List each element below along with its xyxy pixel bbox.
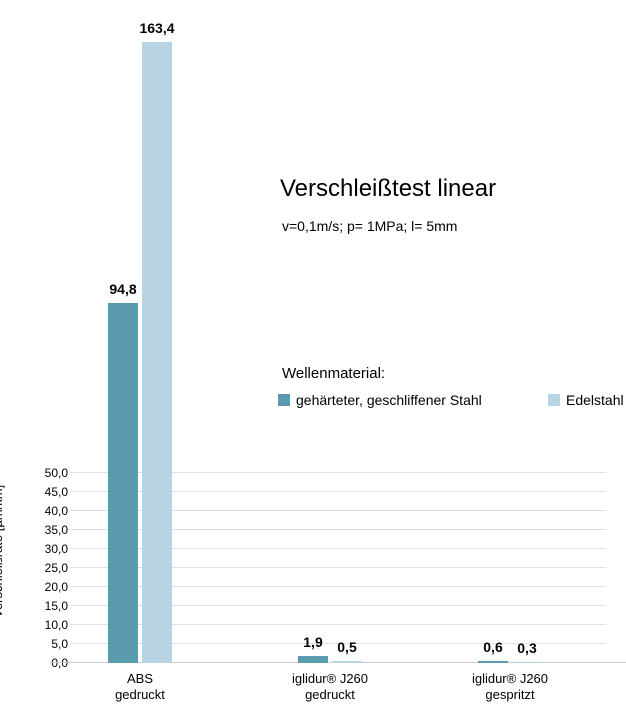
bar xyxy=(142,42,172,663)
chart-subtitle: v=0,1m/s; p= 1MPa; l= 5mm xyxy=(282,218,457,234)
y-tick: 20,0 xyxy=(30,580,68,594)
y-tick: 50,0 xyxy=(30,466,68,480)
legend-label: gehärteter, geschliffener Stahl xyxy=(296,392,482,408)
y-tick: 35,0 xyxy=(30,523,68,537)
y-tick: 5,0 xyxy=(30,637,68,651)
category-label: ABSgedruckt xyxy=(80,671,200,704)
bar-value-label: 163,4 xyxy=(137,20,177,36)
y-tick: 45,0 xyxy=(30,485,68,499)
bar xyxy=(298,656,328,663)
bar-value-label: 0,3 xyxy=(507,640,547,656)
y-tick: 40,0 xyxy=(30,504,68,518)
bar xyxy=(332,661,362,663)
bar-value-label: 0,5 xyxy=(327,639,367,655)
chart-title: Verschleißtest linear xyxy=(280,175,496,203)
legend-title: Wellenmaterial: xyxy=(282,365,385,382)
bar xyxy=(512,662,542,663)
legend-label: Edelstahl xyxy=(566,392,624,408)
bar-value-label: 94,8 xyxy=(103,281,143,297)
y-axis-label: Verschleißrate [µm/km] xyxy=(0,485,5,618)
y-tick: 25,0 xyxy=(30,561,68,575)
category-label: iglidur® J260gedruckt xyxy=(270,671,390,704)
legend-swatch xyxy=(548,394,560,406)
legend-swatch xyxy=(278,394,290,406)
legend-item: Edelstahl xyxy=(548,392,624,408)
wear-test-bar-chart: Verschleißtest linear v=0,1m/s; p= 1MPa;… xyxy=(0,0,626,723)
y-tick: 15,0 xyxy=(30,599,68,613)
y-tick: 0,0 xyxy=(30,656,68,670)
bar xyxy=(108,303,138,663)
y-tick: 30,0 xyxy=(30,542,68,556)
y-tick: 10,0 xyxy=(30,618,68,632)
bar xyxy=(478,661,508,663)
category-label: iglidur® J260gespritzt xyxy=(450,671,570,704)
legend-item: gehärteter, geschliffener Stahl xyxy=(278,392,482,408)
